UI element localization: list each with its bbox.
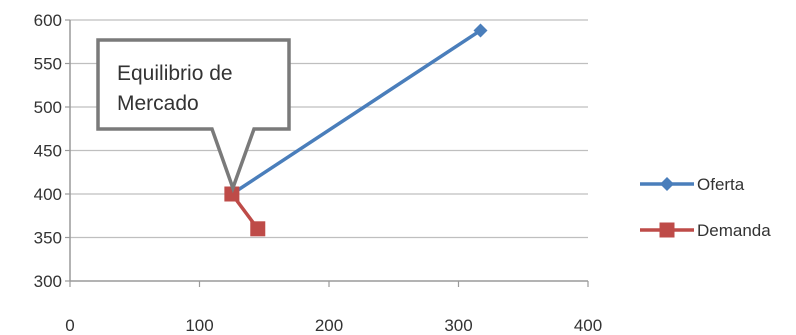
legend-item-oferta: Oferta	[640, 175, 745, 194]
y-tick-label-6: 600	[34, 11, 62, 30]
y-tick-labels: 300 350 400 450 500 550 600	[34, 11, 70, 291]
point-demanda-1	[250, 221, 266, 237]
legend-item-demanda: Demanda	[640, 221, 771, 240]
y-tick-label-3: 450	[34, 142, 62, 161]
callout-text-line-1: Mercado	[117, 92, 199, 115]
legend-label-oferta: Oferta	[697, 175, 745, 194]
legend-label-demanda: Demanda	[697, 221, 771, 240]
point-demanda-0	[224, 186, 240, 202]
legend-marker-demanda	[659, 222, 675, 238]
series-line-oferta	[230, 28, 482, 196]
y-tick-label-0: 300	[34, 272, 62, 291]
point-oferta-1	[473, 23, 488, 38]
callout-box	[96, 38, 291, 194]
equilibrium-callout: Equilibrio de Mercado	[96, 38, 291, 194]
y-tick-label-2: 400	[34, 185, 62, 204]
series-demanda	[224, 186, 266, 237]
series-oferta	[230, 23, 488, 196]
series-layer	[224, 23, 488, 237]
x-tick-label-0: 0	[65, 316, 74, 335]
y-tick-label-1: 350	[34, 229, 62, 248]
callout-text-line-0: Equilibrio de	[117, 62, 233, 85]
x-tick-label-3: 300	[444, 316, 472, 335]
legend-marker-oferta	[660, 177, 674, 191]
x-tick-label-4: 400	[574, 316, 602, 335]
y-tick-label-5: 550	[34, 55, 62, 74]
y-tick-label-4: 500	[34, 98, 62, 117]
x-tick-labels: 0 100 200 300 400	[65, 281, 602, 335]
legend: Oferta Demanda	[640, 175, 771, 240]
x-tick-label-2: 200	[315, 316, 343, 335]
x-tick-label-1: 100	[185, 316, 213, 335]
